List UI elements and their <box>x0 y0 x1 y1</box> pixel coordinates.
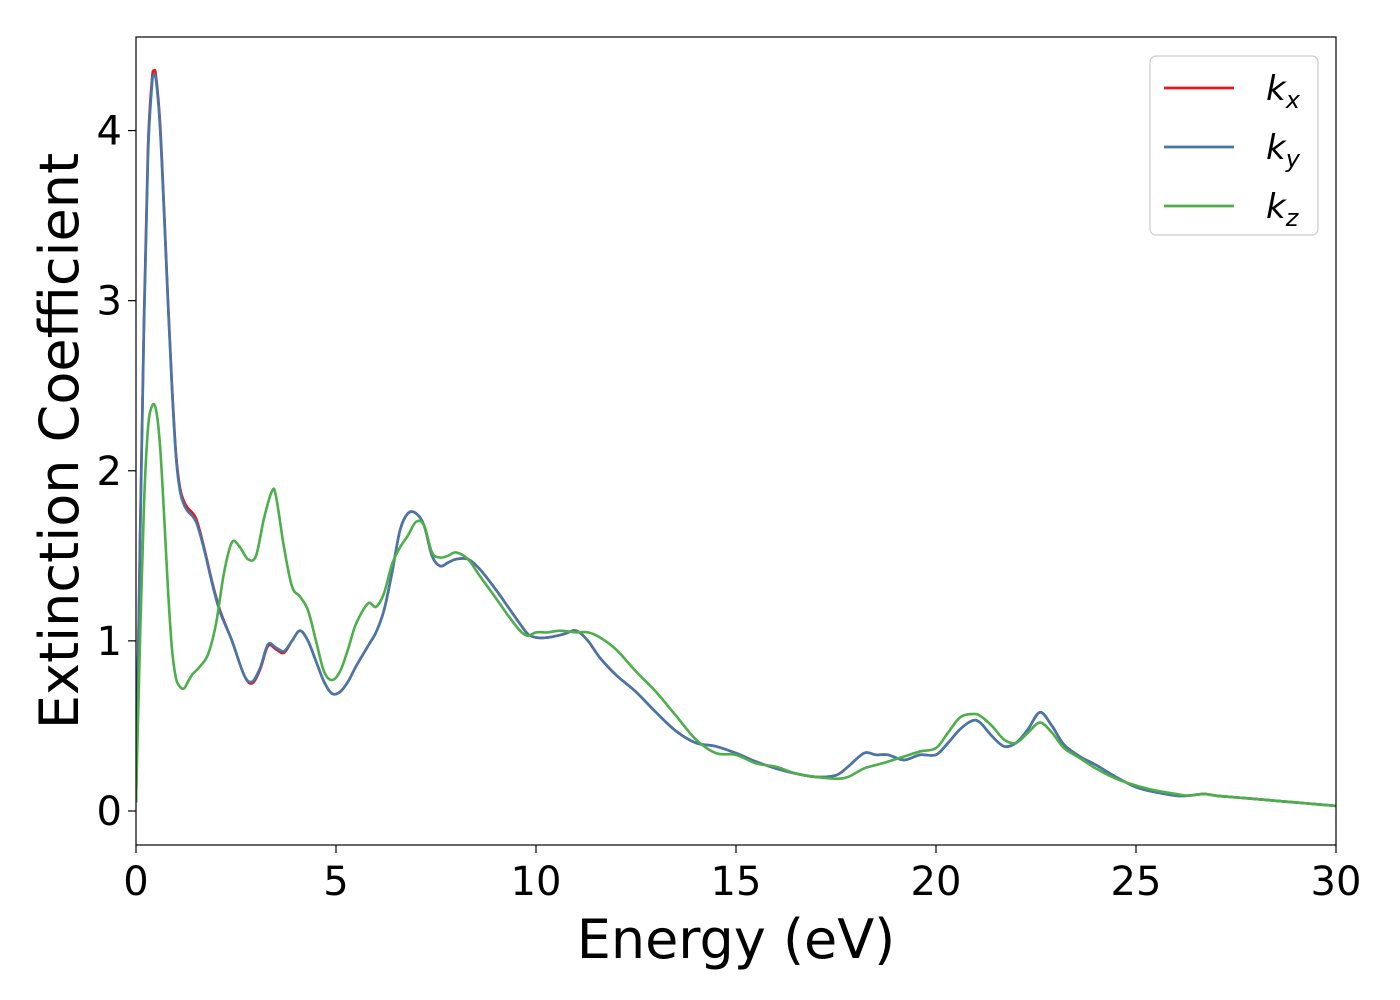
series-lines <box>136 68 1336 808</box>
x-axis-ticks: 0 5 10 15 20 25 30 <box>123 845 1361 905</box>
legend-box <box>1149 55 1319 236</box>
y-tick-label: 0 <box>97 789 122 835</box>
legend-label-ky: ky <box>1266 128 1301 173</box>
legend: kx ky kz <box>1149 55 1319 236</box>
x-tick-label: 30 <box>1311 859 1362 905</box>
series-line-ky <box>136 73 1336 808</box>
series-line-kz <box>136 402 1336 808</box>
y-tick-label: 1 <box>97 619 122 665</box>
legend-label-kx: kx <box>1266 69 1301 114</box>
y-tick-label: 4 <box>97 109 122 155</box>
y-axis-ticks: 0 1 2 3 4 <box>97 109 136 835</box>
plot-area <box>135 36 1337 846</box>
legend-label-kz: kz <box>1266 187 1300 232</box>
x-axis-label: Energy (eV) <box>577 908 896 971</box>
y-tick-label: 2 <box>97 449 122 495</box>
x-tick-label: 10 <box>511 859 562 905</box>
x-tick-label: 15 <box>711 859 762 905</box>
x-tick-label: 25 <box>1111 859 1162 905</box>
y-tick-label: 3 <box>97 279 122 325</box>
x-tick-label: 0 <box>123 859 148 905</box>
y-axis-label: Extinction Coefficient <box>28 153 91 729</box>
plot-background <box>136 37 1336 845</box>
x-tick-label: 20 <box>911 859 962 905</box>
x-tick-label: 5 <box>323 859 348 905</box>
